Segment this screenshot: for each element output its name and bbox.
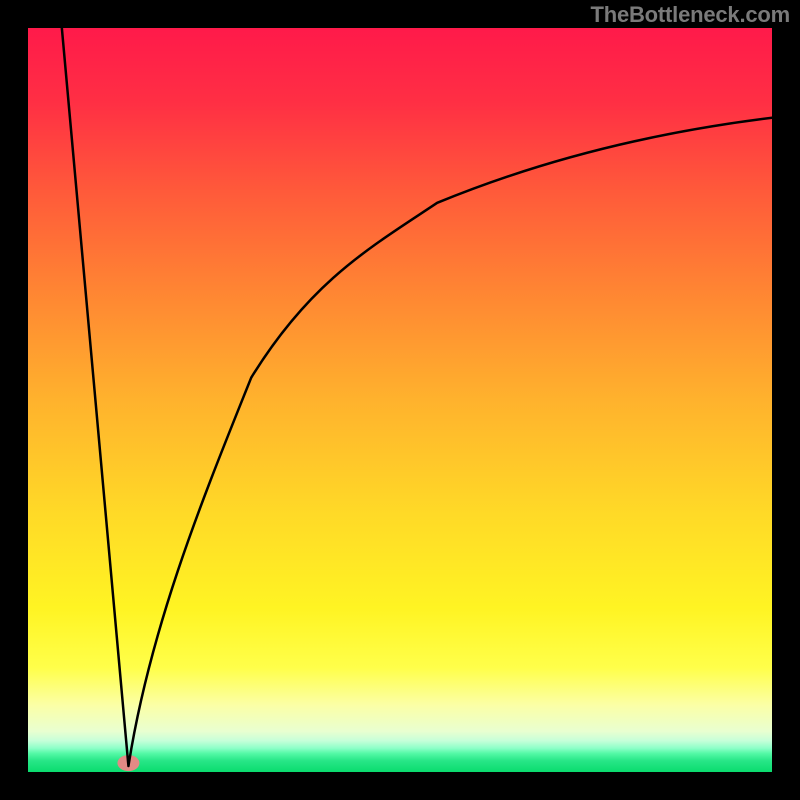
bottleneck-chart <box>0 0 800 800</box>
watermark-text: TheBottleneck.com <box>590 2 790 28</box>
chart-container: { "watermark": { "text": "TheBottleneck.… <box>0 0 800 800</box>
chart-background-gradient <box>28 28 772 772</box>
